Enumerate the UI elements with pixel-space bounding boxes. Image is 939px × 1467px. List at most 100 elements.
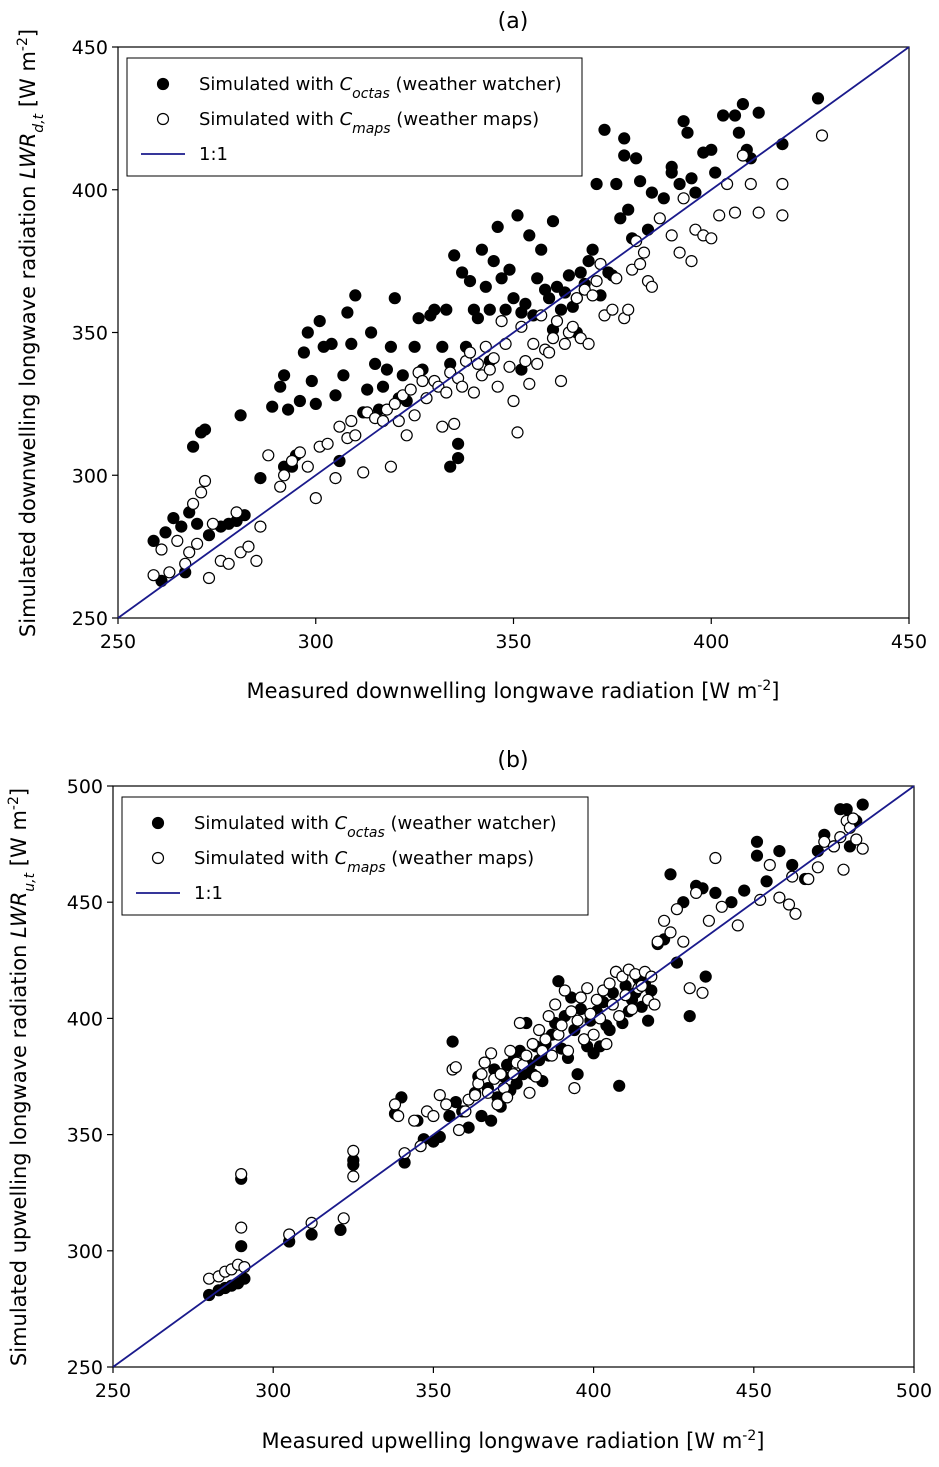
data-point <box>689 186 702 199</box>
data-point <box>603 977 616 990</box>
legend-label: Simulated with Coctas (weather watcher) <box>199 74 562 102</box>
x-tick-label: 450 <box>736 1380 772 1402</box>
data-point <box>664 926 677 939</box>
data-point <box>523 377 536 390</box>
data-point <box>334 1223 347 1237</box>
data-point <box>202 571 216 585</box>
data-point <box>750 835 764 848</box>
legend-label: 1:1 <box>199 144 228 165</box>
data-point <box>590 275 603 288</box>
y-tick-label: 350 <box>67 1125 103 1147</box>
data-point <box>776 177 789 191</box>
y-tick-label: 250 <box>72 608 108 630</box>
data-point <box>633 175 647 188</box>
data-point <box>677 192 690 205</box>
data-point <box>754 893 767 907</box>
data-point <box>398 1147 411 1160</box>
data-point <box>786 858 799 872</box>
data-point <box>752 206 765 219</box>
data-point <box>815 129 829 142</box>
data-point <box>705 143 718 156</box>
data-point <box>494 1068 507 1081</box>
data-point <box>558 984 571 997</box>
one-to-one-line <box>112 785 915 1368</box>
data-point <box>782 898 796 911</box>
panel-a: (a) 250 300 350 400 450 250 300 350 400 450 Meas… <box>15 9 927 703</box>
data-point <box>610 177 623 191</box>
data-point <box>613 1009 626 1023</box>
data-point <box>467 386 480 399</box>
data-point <box>198 474 212 488</box>
data-point <box>773 891 786 904</box>
data-point <box>511 426 524 439</box>
data-point <box>444 460 457 473</box>
data-point <box>732 126 746 139</box>
data-point <box>519 297 532 310</box>
data-point <box>440 386 453 399</box>
data-point <box>689 886 703 900</box>
data-point <box>469 1088 482 1102</box>
data-point <box>234 409 247 422</box>
x-axis-label: Measured downwelling longwave radiation … <box>247 678 780 703</box>
data-point <box>305 1228 318 1241</box>
data-point <box>523 1086 536 1099</box>
data-point <box>329 389 342 402</box>
data-point <box>840 803 853 816</box>
data-point <box>396 369 409 382</box>
data-point <box>728 109 742 122</box>
data-point <box>665 229 678 242</box>
x-tick-label: 350 <box>495 631 531 653</box>
data-point <box>400 429 413 442</box>
data-point <box>685 255 698 268</box>
data-point <box>202 529 216 542</box>
data-point <box>581 982 594 995</box>
data-point <box>709 886 722 900</box>
data-point <box>309 492 322 505</box>
legend: Simulated with Coctas (weather watcher) S… <box>126 57 583 177</box>
data-point <box>293 394 306 408</box>
data-point <box>811 861 825 874</box>
data-point <box>147 534 160 548</box>
data-point <box>301 460 314 473</box>
data-point <box>598 123 611 136</box>
data-point <box>713 209 726 222</box>
data-point <box>789 907 802 920</box>
data-point <box>313 315 326 328</box>
legend-circle-marker <box>151 851 165 865</box>
data-point <box>571 1068 584 1081</box>
data-point <box>449 1061 462 1074</box>
data-point <box>483 363 496 376</box>
data-point <box>337 369 350 382</box>
data-point <box>744 177 757 191</box>
data-point <box>203 1288 216 1302</box>
data-point <box>618 132 631 145</box>
data-point <box>542 1009 555 1023</box>
y-tick-label: 500 <box>67 776 103 798</box>
data-point <box>475 1109 488 1123</box>
data-point <box>552 975 565 988</box>
data-point <box>716 109 730 122</box>
data-point <box>633 257 647 271</box>
data-point <box>685 172 698 185</box>
data-point <box>293 446 306 459</box>
legend-box <box>126 57 583 177</box>
data-point <box>546 215 560 228</box>
data-point <box>760 875 773 888</box>
x-axis-label: Measured upwelling longwave radiation [W… <box>262 1428 765 1453</box>
legend-label: Simulated with Cmaps (weather maps) <box>199 109 539 137</box>
y-axis-ticks: 250 300 350 400 450 <box>72 37 118 630</box>
data-point <box>550 315 564 328</box>
data-point <box>681 126 694 139</box>
data-point <box>622 303 635 316</box>
data-point <box>448 249 461 262</box>
data-point <box>436 340 449 353</box>
data-point <box>705 232 718 245</box>
data-point <box>262 449 275 462</box>
data-point <box>479 280 492 293</box>
data-point <box>673 177 686 191</box>
one-to-one-line <box>117 46 910 619</box>
data-point <box>587 1028 600 1041</box>
data-point <box>365 326 378 339</box>
data-point <box>491 1098 504 1111</box>
data-point <box>463 275 477 288</box>
